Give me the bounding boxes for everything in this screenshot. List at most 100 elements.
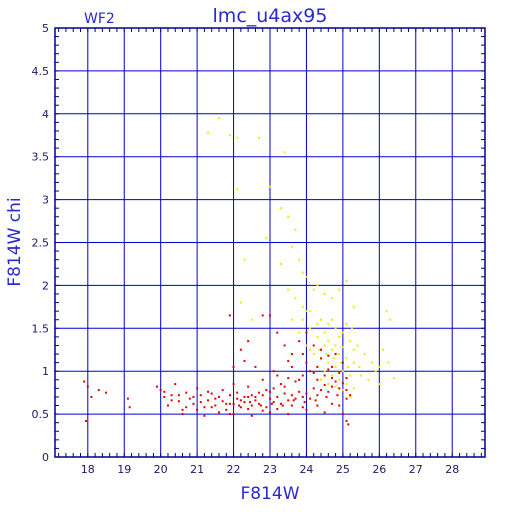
data-point bbox=[338, 371, 341, 374]
data-point bbox=[358, 365, 361, 368]
data-point bbox=[387, 361, 390, 364]
data-point bbox=[345, 357, 348, 360]
x-tick-label: 24 bbox=[299, 463, 313, 476]
data-points bbox=[83, 117, 395, 426]
data-point bbox=[228, 134, 231, 137]
y-tick-label: 3.5 bbox=[32, 151, 50, 164]
data-point bbox=[367, 378, 370, 381]
data-point bbox=[181, 408, 184, 411]
data-point bbox=[287, 399, 290, 402]
data-point bbox=[287, 377, 290, 380]
data-point bbox=[323, 411, 326, 414]
y-tick-label: 4.5 bbox=[32, 65, 50, 78]
data-point bbox=[236, 397, 239, 400]
data-point bbox=[228, 402, 231, 405]
data-point bbox=[254, 395, 257, 398]
x-tick-label: 19 bbox=[117, 463, 131, 476]
x-tick-label: 26 bbox=[372, 463, 386, 476]
data-point bbox=[323, 374, 326, 377]
axis-tick-labels: 18 19 20 21 22 23 24 25 26 27 28 0 0.5 1 1.5 2 2.5 3 3.5 4 4… bbox=[32, 22, 460, 476]
data-point bbox=[314, 399, 317, 402]
data-point bbox=[192, 402, 195, 405]
data-point bbox=[349, 340, 352, 343]
data-point bbox=[181, 413, 184, 416]
data-point bbox=[298, 331, 301, 334]
data-point bbox=[239, 406, 242, 409]
x-tick-label: 27 bbox=[409, 463, 423, 476]
data-point bbox=[279, 262, 282, 265]
data-point bbox=[287, 359, 290, 362]
data-point bbox=[330, 297, 333, 300]
data-point bbox=[330, 402, 333, 405]
data-point bbox=[316, 404, 319, 407]
data-point bbox=[287, 288, 290, 291]
data-point bbox=[323, 370, 326, 373]
data-point bbox=[83, 380, 86, 383]
data-point bbox=[174, 383, 177, 386]
data-point bbox=[378, 365, 381, 368]
data-point bbox=[243, 258, 246, 261]
data-point bbox=[347, 423, 350, 426]
data-point bbox=[276, 407, 279, 410]
data-point bbox=[374, 370, 377, 373]
data-point bbox=[345, 323, 348, 326]
data-point bbox=[305, 392, 308, 395]
data-point bbox=[292, 399, 295, 402]
data-point bbox=[325, 395, 328, 398]
data-point bbox=[294, 228, 297, 231]
data-point bbox=[298, 378, 301, 381]
data-point bbox=[327, 390, 330, 393]
data-point bbox=[340, 361, 343, 364]
data-point bbox=[345, 383, 348, 386]
data-point bbox=[352, 348, 355, 351]
data-point bbox=[270, 402, 273, 405]
data-point bbox=[236, 188, 239, 191]
data-point bbox=[232, 413, 235, 416]
data-point bbox=[254, 365, 257, 368]
data-point bbox=[217, 395, 220, 398]
data-point bbox=[330, 365, 333, 368]
data-point bbox=[301, 353, 304, 356]
data-point bbox=[330, 318, 333, 321]
data-point bbox=[338, 335, 341, 338]
data-point bbox=[163, 395, 166, 398]
data-point bbox=[323, 344, 326, 347]
data-point bbox=[258, 136, 261, 139]
data-point bbox=[327, 368, 330, 371]
data-point bbox=[330, 374, 333, 377]
data-point bbox=[349, 374, 352, 377]
data-point bbox=[318, 348, 321, 351]
data-point bbox=[345, 389, 348, 392]
data-point bbox=[356, 344, 359, 347]
data-point bbox=[327, 383, 330, 386]
data-point bbox=[301, 305, 304, 308]
data-point bbox=[170, 394, 173, 397]
data-point bbox=[247, 407, 250, 410]
data-point bbox=[330, 377, 333, 380]
data-point bbox=[316, 378, 319, 381]
data-point bbox=[352, 305, 355, 308]
data-point bbox=[363, 353, 366, 356]
data-point bbox=[298, 258, 301, 261]
data-point bbox=[159, 389, 162, 392]
data-point bbox=[341, 331, 344, 334]
data-point bbox=[261, 394, 264, 397]
data-point bbox=[261, 378, 264, 381]
data-point bbox=[269, 390, 271, 393]
data-point bbox=[332, 357, 335, 360]
data-point bbox=[392, 377, 395, 380]
data-point bbox=[269, 185, 271, 188]
data-point bbox=[330, 385, 333, 388]
data-point bbox=[316, 365, 319, 368]
data-point bbox=[90, 395, 93, 398]
data-point bbox=[345, 280, 348, 283]
data-point bbox=[334, 344, 337, 347]
data-point bbox=[301, 374, 304, 377]
data-point bbox=[298, 390, 301, 393]
data-point bbox=[347, 365, 350, 368]
data-point bbox=[97, 389, 100, 392]
data-point bbox=[301, 406, 304, 409]
data-point bbox=[272, 370, 275, 373]
data-point bbox=[316, 323, 319, 326]
